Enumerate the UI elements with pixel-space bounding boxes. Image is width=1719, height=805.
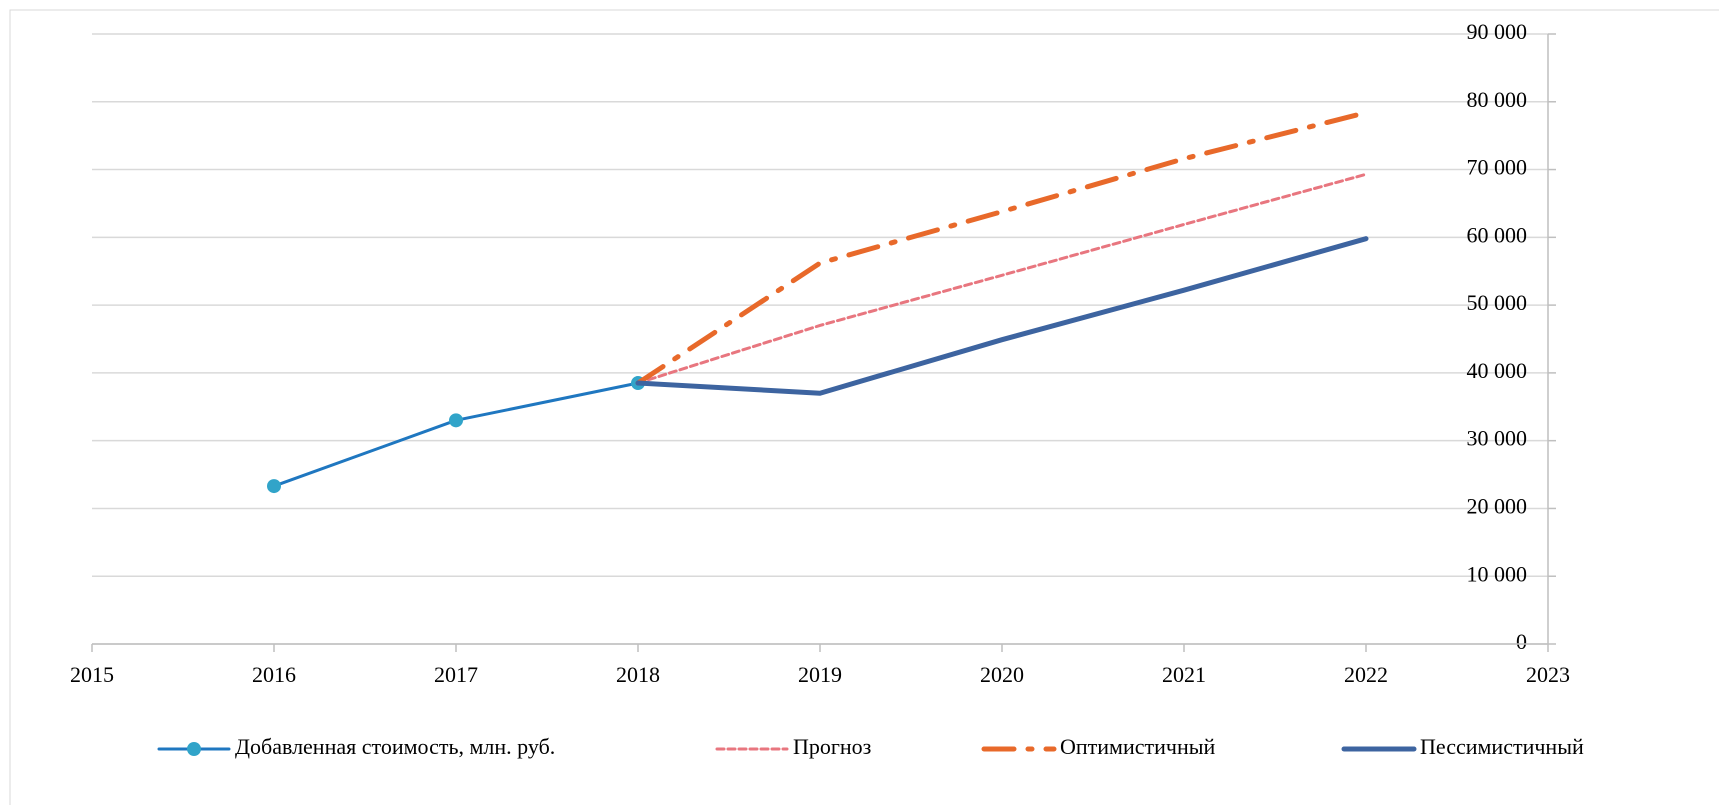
y-tick-label: 90 000 bbox=[1467, 19, 1528, 44]
x-tick-label: 2017 bbox=[434, 662, 478, 687]
series-line bbox=[636, 172, 1368, 385]
chart-frame bbox=[9, 9, 1719, 805]
x-tick-label: 2015 bbox=[70, 662, 114, 687]
y-tick-label: 40 000 bbox=[1467, 358, 1528, 383]
y-tick-label: 60 000 bbox=[1467, 222, 1528, 247]
y-tick-label: 80 000 bbox=[1467, 87, 1528, 112]
y-tick-label: 20 000 bbox=[1467, 493, 1528, 518]
legend-label: Добавленная стоимость, млн. руб. bbox=[235, 734, 555, 759]
series-line bbox=[635, 236, 1369, 396]
x-tick-label: 2020 bbox=[980, 662, 1024, 687]
x-tick-label: 2019 bbox=[798, 662, 842, 687]
y-tick-label: 30 000 bbox=[1467, 426, 1528, 451]
x-tick-label: 2016 bbox=[252, 662, 296, 687]
point bbox=[449, 413, 463, 428]
series-line bbox=[272, 381, 640, 488]
x-tick-label: 2023 bbox=[1526, 662, 1570, 687]
y-tick-label: 50 000 bbox=[1467, 290, 1528, 315]
series-line bbox=[635, 110, 1369, 386]
legend-label: Оптимистичный bbox=[1060, 734, 1216, 759]
point bbox=[267, 479, 281, 494]
x-tick-label: 2021 bbox=[1162, 662, 1206, 687]
x-tick-label: 2022 bbox=[1344, 662, 1388, 687]
x-tick-label: 2018 bbox=[616, 662, 660, 687]
y-tick-label: 70 000 bbox=[1467, 155, 1528, 180]
legend-marker bbox=[187, 742, 201, 756]
legend-label: Прогноз bbox=[793, 734, 871, 759]
legend-label: Пессимистичный bbox=[1420, 734, 1584, 759]
y-tick-label: 0 bbox=[1516, 629, 1527, 654]
y-tick-label: 10 000 bbox=[1467, 561, 1528, 586]
